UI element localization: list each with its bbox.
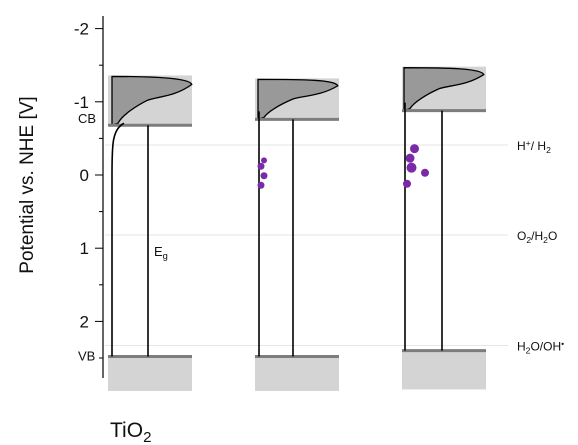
- cocatalyst-particle: [257, 181, 265, 189]
- cocatalyst-particle: [260, 172, 268, 180]
- y-tick-label: -2: [74, 20, 89, 39]
- cocatalyst-particle: [421, 168, 429, 177]
- y-tick-label: 2: [80, 312, 89, 331]
- reference-label-oh-part: •: [561, 339, 564, 349]
- y-tick-label: -1: [74, 93, 89, 112]
- band-columns-layer: [108, 66, 486, 391]
- density-of-states: [111, 75, 193, 127]
- material-label-part: 2: [143, 429, 151, 445]
- band-gap-label: Eg: [154, 244, 168, 261]
- reference-label-o2: O2/H2O: [517, 229, 557, 245]
- band-gap-label-part: E: [154, 244, 163, 259]
- column-loaded-high: [402, 66, 486, 390]
- reference-label-h2-part: +: [526, 138, 531, 148]
- y-tick-label: 1: [80, 239, 89, 258]
- reference-label-h2-part: 2: [546, 145, 551, 155]
- cocatalyst-particle: [410, 144, 419, 154]
- reference-lines-layer: [105, 144, 508, 347]
- reference-label-o2-part: 2: [526, 235, 531, 245]
- cb-label: CB: [78, 111, 96, 126]
- density-of-states: [257, 78, 339, 121]
- y-axis-title: Potential vs. NHE [V]: [17, 96, 38, 273]
- cocatalyst-particle: [406, 162, 417, 173]
- cocatalyst-particle: [405, 153, 415, 163]
- reference-label-o2-part: O: [548, 229, 557, 243]
- reference-label-h2-part: / H: [531, 139, 546, 153]
- y-tick-label: 0: [80, 166, 89, 185]
- cocatalyst-particle: [261, 157, 267, 164]
- material-label-part: TiO: [110, 419, 143, 442]
- valence-band-box: [402, 350, 486, 390]
- material-label: TiO2: [110, 419, 151, 445]
- vb-label: VB: [78, 349, 95, 364]
- reference-label-oh-part: 2: [526, 345, 531, 355]
- reference-label-oh-part: O/OH: [530, 340, 561, 354]
- cocatalyst-particle: [257, 162, 265, 170]
- reference-label-o2-part: 2: [543, 235, 548, 245]
- y-axis: -2 -1 0 1 2 Potential vs. NHE [V]: [17, 16, 104, 378]
- band-bending-line: [111, 122, 125, 357]
- reference-label-oh-part: H: [517, 340, 526, 354]
- valence-band-box: [108, 356, 192, 391]
- reference-label-oh: H2O/OH•: [517, 339, 564, 355]
- reference-label-h2-part: H: [517, 139, 526, 153]
- band-gap-label-part: g: [163, 251, 168, 261]
- reference-label-o2-part: /H: [531, 229, 543, 243]
- reference-label-h2: H+/ H2: [517, 138, 551, 154]
- reference-label-o2-part: O: [517, 229, 526, 243]
- column-loaded-low: [255, 78, 339, 391]
- density-of-states: [403, 67, 485, 112]
- column-tio2: [108, 75, 193, 391]
- cocatalyst-particle: [403, 179, 411, 188]
- valence-band-box: [255, 356, 339, 391]
